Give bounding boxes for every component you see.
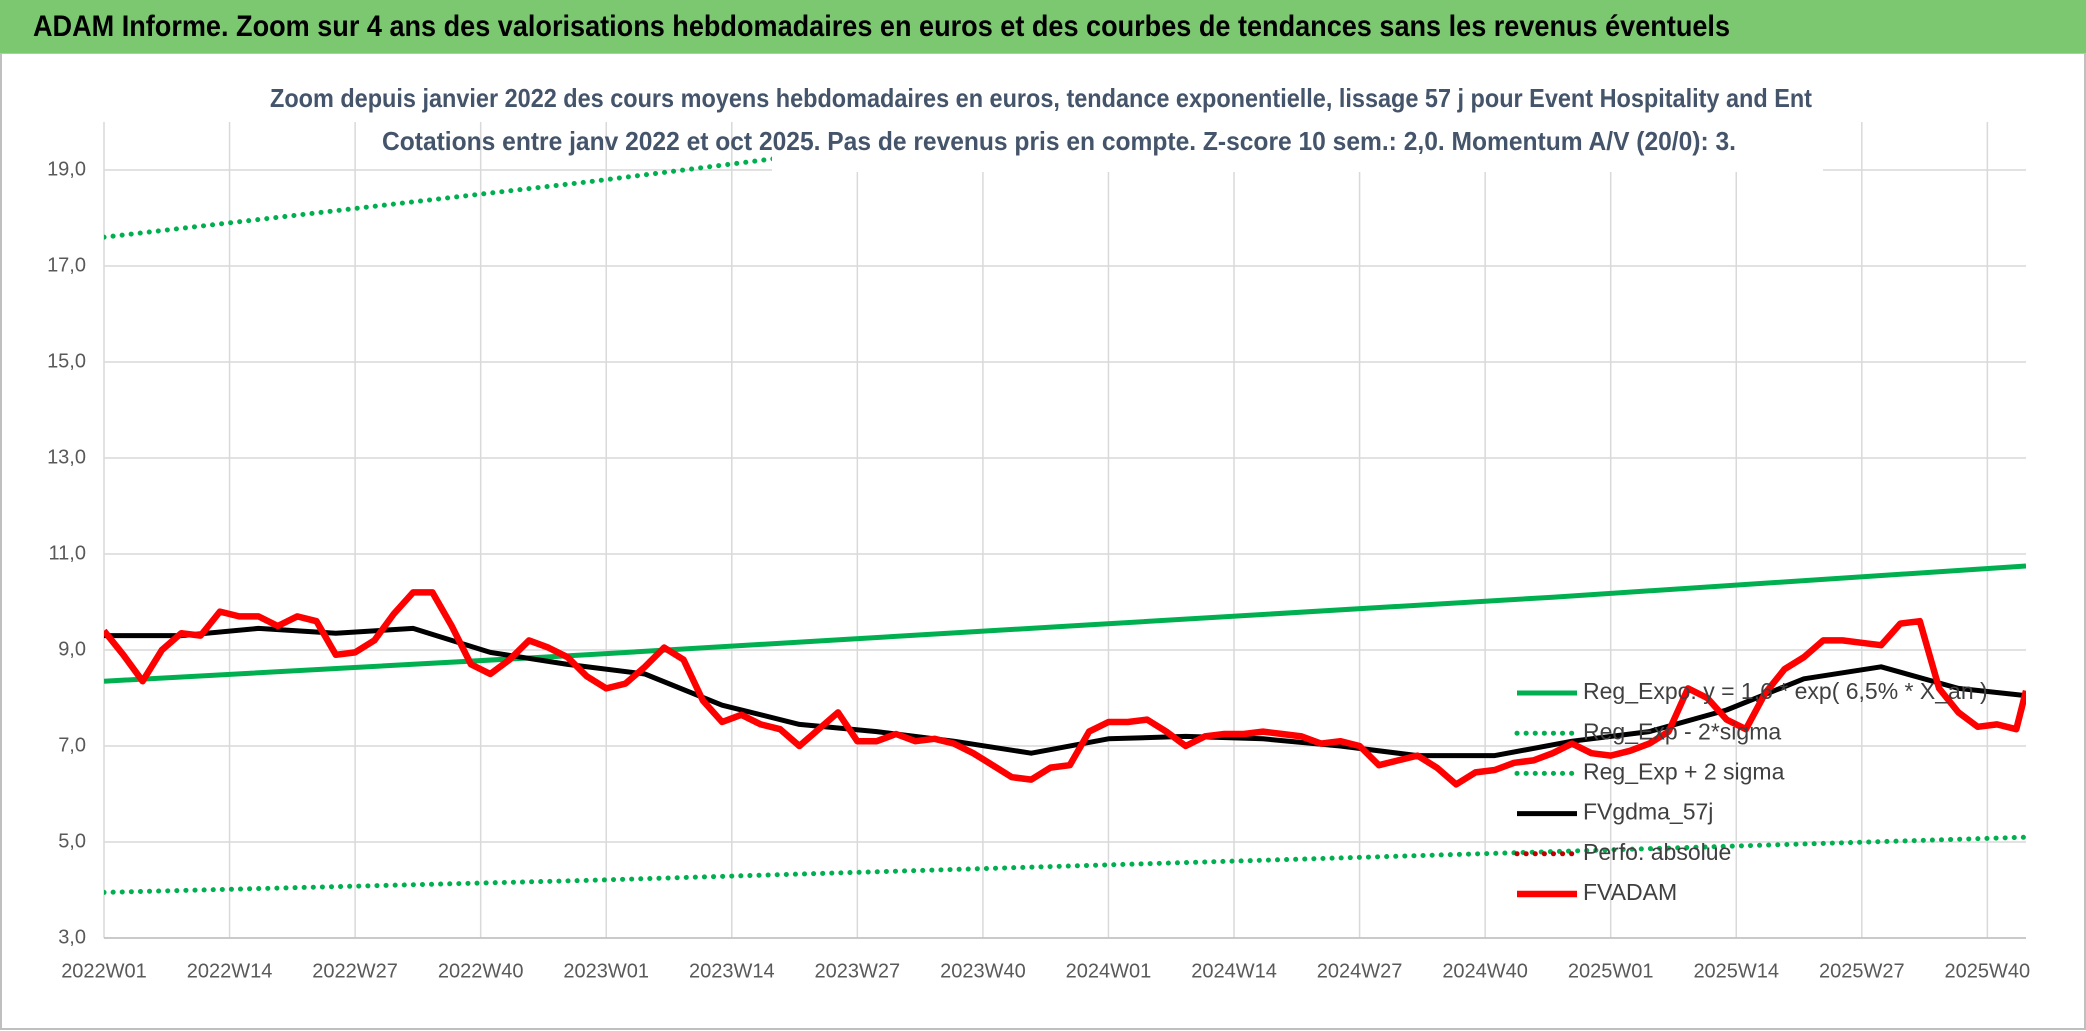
x-tick-label: 2022W27 (312, 960, 398, 982)
legend-label: Reg_Exp - 2*sigma (1583, 718, 1781, 744)
x-tick-label: 2023W01 (563, 960, 649, 982)
legend-label: Reg_Expo. y = 1,6 * exp( 6,5% * X_an ) (1583, 678, 1988, 704)
y-tick-label: 19,0 (47, 158, 86, 180)
legend-label: FVADAM (1583, 879, 1677, 905)
legend: Reg_Expo. y = 1,6 * exp( 6,5% * X_an ) Re… (1514, 678, 1988, 905)
y-tick-label: 13,0 (47, 446, 86, 468)
series-line (104, 625, 2026, 759)
x-tick-label: 2025W40 (1945, 960, 2031, 982)
chart-frame (0, 52, 2086, 1030)
chart-subtitle: Cotations entre janv 2022 et oct 2025. P… (382, 126, 1736, 156)
series-line (104, 589, 2026, 788)
plot-area (104, 122, 2026, 895)
header-title: ADAM Informe. Zoom sur 4 ans des valoris… (33, 10, 1730, 43)
header-band (0, 0, 2086, 53)
x-tick-label: 2022W40 (438, 960, 524, 982)
title-box (772, 62, 1823, 172)
legend-label: Perfo. absolue (1583, 839, 1731, 865)
x-tick-label: 2024W14 (1191, 960, 1277, 982)
x-tick-label: 2022W14 (187, 960, 273, 982)
y-tick-label: 3,0 (58, 926, 86, 948)
y-tick-label: 17,0 (47, 254, 86, 276)
y-tick-label: 11,0 (49, 542, 86, 564)
x-tick-label: 2024W01 (1066, 960, 1152, 982)
legend-label: FVgdma_57j (1583, 799, 1713, 825)
y-tick-label: 7,0 (58, 734, 86, 756)
series-line (104, 563, 2026, 684)
x-tick-label: 2023W40 (940, 960, 1026, 982)
legend-label: Reg_Exp + 2 sigma (1583, 758, 1785, 784)
y-tick-label: 15,0 (47, 350, 86, 372)
x-tick-label: 2024W40 (1442, 960, 1528, 982)
y-tick-label: 5,0 (58, 830, 86, 852)
x-tick-label: 2024W27 (1317, 960, 1403, 982)
chart-title: Zoom depuis janvier 2022 des cours moyen… (270, 83, 1812, 113)
y-tick-label: 9,0 (58, 638, 86, 660)
x-tick-label: 2025W14 (1693, 960, 1779, 982)
x-tick-label: 2023W14 (689, 960, 775, 982)
x-tick-label: 2025W01 (1568, 960, 1654, 982)
series-line (104, 834, 2026, 895)
grid: 3,0 5,0 7,0 9,0 11,0 13,0 15,0 17,0 19,0 2022W01 2… (47, 122, 2030, 982)
x-tick-label: 2023W27 (815, 960, 901, 982)
x-tick-label: 2025W27 (1819, 960, 1905, 982)
x-tick-label: 2022W01 (61, 960, 147, 982)
